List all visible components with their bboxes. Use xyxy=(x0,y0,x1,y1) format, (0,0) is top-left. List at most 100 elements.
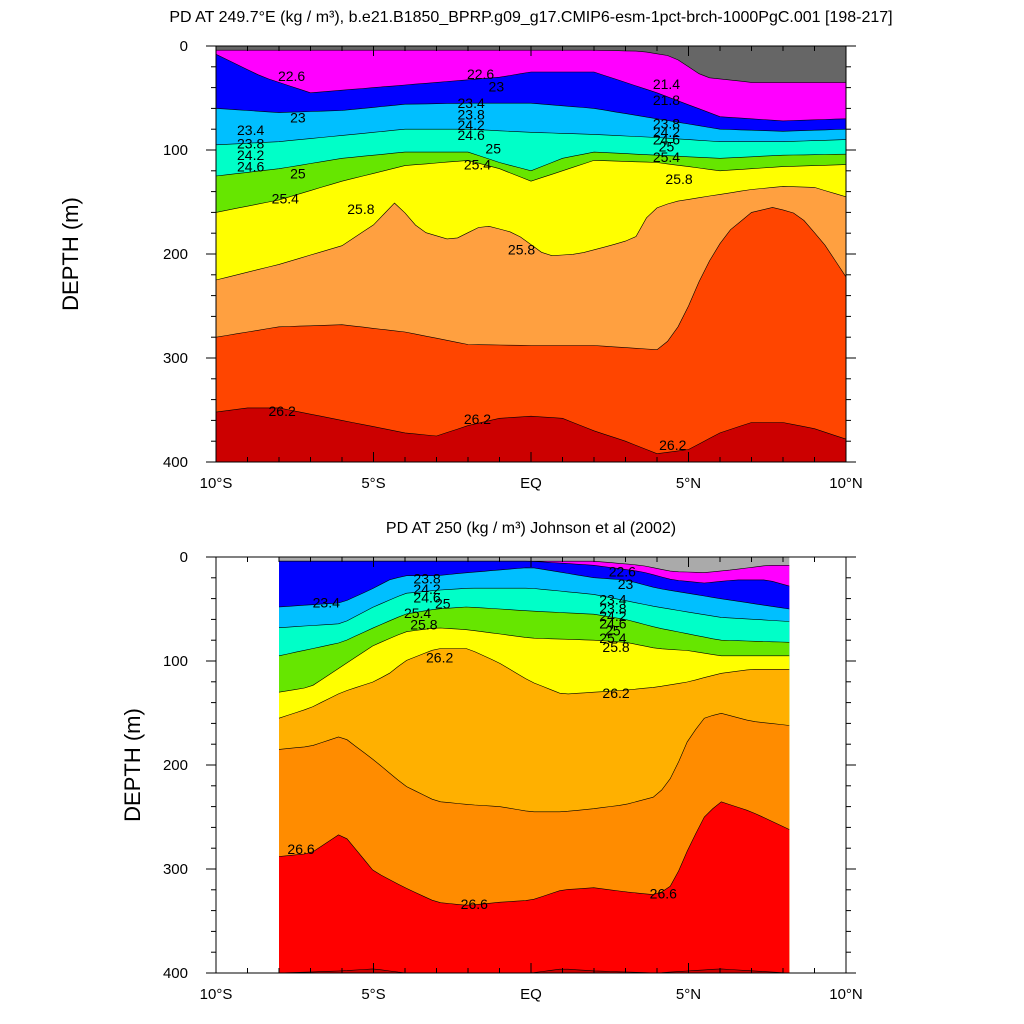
bottom-panel: PD AT 250 (kg / m³) Johnson et al (2002)… xyxy=(120,520,863,1003)
isopycnal-line xyxy=(216,151,846,177)
contour-label: 26.6 xyxy=(461,896,488,912)
y-tick-label: 400 xyxy=(163,454,188,471)
y-tick-label: 100 xyxy=(163,653,188,670)
y-tick-label: 300 xyxy=(163,350,188,367)
x-tick-label: 5°N xyxy=(676,986,701,1003)
contour-label: 23.8 xyxy=(599,601,626,617)
contour-label: 24.6 xyxy=(458,127,485,143)
isopycnal-line xyxy=(216,102,846,132)
contour-label: 25 xyxy=(290,166,306,182)
y-tick-label: 200 xyxy=(163,246,188,263)
top-axis-ticks: 10°S 5°S EQ 5°N 10°N 0 100 200 300 400 xyxy=(163,38,863,492)
contour-label: 25 xyxy=(435,596,451,612)
density-band xyxy=(216,207,846,462)
contour-label: 23.4 xyxy=(458,95,485,111)
contour-label: 23.4 xyxy=(313,595,340,611)
contour-label: 25.4 xyxy=(404,605,431,621)
isopycnal-line xyxy=(278,606,790,657)
contour-label: 26.2 xyxy=(426,650,453,666)
y-tick-label: 200 xyxy=(163,757,188,774)
y-tick-label: 100 xyxy=(163,142,188,159)
isopycnal-line xyxy=(278,587,790,628)
bottom-axis-ticks: 10°S 5°S EQ 5°N 10°N 0 100 200 300 400 xyxy=(163,549,863,1003)
contour-label: 26.6 xyxy=(650,886,677,902)
contour-label: 24.6 xyxy=(237,158,264,174)
contour-label: 23.8 xyxy=(413,571,440,587)
contour-label: 26.2 xyxy=(464,411,491,427)
bottom-isopycnal-lines xyxy=(278,560,790,973)
x-tick-label: 10°S xyxy=(200,986,233,1003)
contour-label: 26.6 xyxy=(287,841,314,857)
isopycnal-line xyxy=(279,560,790,587)
contour-label: 26.2 xyxy=(269,403,296,419)
contour-label: 25.8 xyxy=(347,201,374,217)
contour-label: 24.2 xyxy=(458,117,485,133)
x-tick-label: 5°S xyxy=(361,986,385,1003)
top-panel-title: PD AT 249.7°E (kg / m³), b.e21.B1850_BPR… xyxy=(169,9,892,26)
bottom-density-fills xyxy=(279,557,790,973)
bottom-contour-labels: 23.423.824.224.62525.425.826.222.62323.4… xyxy=(287,563,677,912)
contour-label: 25.4 xyxy=(599,630,626,646)
contour-label: 25.8 xyxy=(665,171,692,187)
contour-label: 25.8 xyxy=(602,639,629,655)
contour-label: 21.4 xyxy=(653,76,680,92)
contour-label: 22.6 xyxy=(467,66,494,82)
isopycnal-line xyxy=(278,648,790,719)
top-panel-y-axis-label: DEPTH (m) xyxy=(58,197,83,311)
x-tick-label: 10°N xyxy=(829,475,863,492)
density-band xyxy=(279,801,790,973)
contour-label: 23 xyxy=(489,78,505,94)
isopycnal-line xyxy=(278,712,790,813)
x-tick-label: 10°N xyxy=(829,986,863,1003)
contour-label: 24.6 xyxy=(413,589,440,605)
x-tick-label: 5°S xyxy=(361,475,385,492)
x-tick-label: 5°N xyxy=(676,475,701,492)
contour-label: 23.4 xyxy=(599,591,626,607)
contour-label: 22.6 xyxy=(609,563,636,579)
contour-label: 24.2 xyxy=(599,608,626,624)
isopycnal-line xyxy=(278,567,790,610)
x-tick-label: 10°S xyxy=(200,475,233,492)
x-tick-label: EQ xyxy=(520,475,542,492)
contour-label: 22.6 xyxy=(278,68,305,84)
contour-label: 25 xyxy=(605,623,621,639)
contour-label: 24.2 xyxy=(413,581,440,597)
contour-label: 24.2 xyxy=(653,124,680,140)
contour-label: 23 xyxy=(618,576,634,592)
isopycnal-line xyxy=(216,407,846,455)
contour-label: 25 xyxy=(485,141,501,157)
contour-label: 23.8 xyxy=(653,116,680,132)
contour-label: 25.8 xyxy=(508,242,535,258)
contour-label: 25.8 xyxy=(410,616,437,632)
contour-label: 25 xyxy=(659,139,675,155)
isopycnal-line xyxy=(216,128,846,146)
contour-label: 25.4 xyxy=(272,191,299,207)
contour-label: 25.4 xyxy=(653,149,680,165)
bottom-panel-title: PD AT 250 (kg / m³) Johnson et al (2002) xyxy=(386,520,676,537)
y-tick-label: 0 xyxy=(180,549,188,566)
isopycnal-line xyxy=(216,186,846,281)
top-density-fills xyxy=(216,46,846,462)
y-tick-label: 0 xyxy=(180,38,188,55)
isopycnal-line xyxy=(278,801,790,906)
top-panel: PD AT 249.7°E (kg / m³), b.e21.B1850_BPR… xyxy=(58,9,893,492)
isopycnal-line xyxy=(216,160,846,213)
bottom-panel-y-axis-label: DEPTH (m) xyxy=(120,708,145,822)
contour-label: 26.2 xyxy=(602,685,629,701)
y-tick-label: 300 xyxy=(163,861,188,878)
contour-label: 23.8 xyxy=(237,136,264,152)
contour-label: 24.6 xyxy=(653,131,680,147)
isopycnal-line xyxy=(216,54,846,122)
contour-label: 21.8 xyxy=(653,92,680,108)
y-tick-label: 400 xyxy=(163,965,188,982)
contour-label: 26.2 xyxy=(659,437,686,453)
x-tick-label: EQ xyxy=(520,986,542,1003)
contour-label: 23.8 xyxy=(458,106,485,122)
contour-label: 23 xyxy=(290,110,306,126)
contour-label: 24.6 xyxy=(599,615,626,631)
isopycnal-line xyxy=(216,207,846,351)
contour-label: 24.2 xyxy=(237,147,264,163)
contour-label: 23.4 xyxy=(237,122,264,138)
